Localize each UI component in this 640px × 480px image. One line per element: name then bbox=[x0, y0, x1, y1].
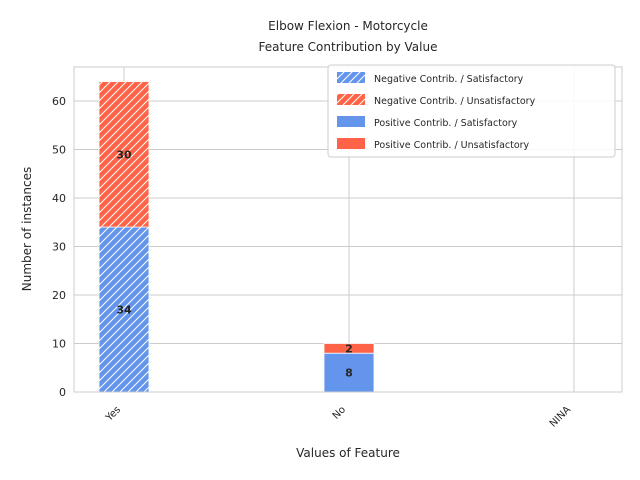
chart-subtitle: Feature Contribution by Value bbox=[259, 40, 438, 54]
x-tick-label: No bbox=[331, 404, 348, 421]
bars bbox=[98, 81, 375, 393]
y-tick-label: 40 bbox=[52, 192, 66, 205]
bar-hatch bbox=[99, 227, 149, 392]
y-tick-label: 60 bbox=[52, 95, 66, 108]
bar-value-label: 8 bbox=[345, 367, 353, 380]
bar-hatch bbox=[99, 81, 149, 228]
x-tick-labels: Yes No NINA bbox=[103, 404, 573, 429]
legend-item: Negative Contrib. / Unsatisfactory bbox=[337, 94, 536, 107]
legend-swatch-hatch bbox=[337, 72, 365, 83]
legend-label: Positive Contrib. / Satisfactory bbox=[374, 118, 518, 129]
y-tick-label: 0 bbox=[59, 386, 66, 399]
legend-item: Negative Contrib. / Satisfactory bbox=[337, 72, 524, 85]
y-tick-label: 30 bbox=[52, 240, 66, 253]
legend-label: Negative Contrib. / Satisfactory bbox=[374, 74, 524, 85]
legend-swatch-hatch bbox=[337, 94, 365, 105]
bar-segment bbox=[323, 352, 375, 393]
legend-item: Positive Contrib. / Satisfactory bbox=[337, 116, 518, 129]
x-axis-label: Values of Feature bbox=[296, 446, 400, 460]
bar-segment bbox=[98, 226, 150, 393]
y-tick-label: 50 bbox=[52, 143, 66, 156]
legend-frame bbox=[327, 64, 616, 158]
legend: Negative Contrib. / Satisfactory Negative… bbox=[327, 64, 616, 158]
legend-label: Negative Contrib. / Unsatisfactory bbox=[374, 96, 536, 107]
bar-segment bbox=[323, 343, 375, 354]
legend-swatch bbox=[337, 138, 365, 149]
bar-value-label: 2 bbox=[345, 342, 353, 355]
x-tick-label: NINA bbox=[548, 404, 573, 429]
legend-swatch bbox=[337, 116, 365, 127]
bar bbox=[323, 343, 375, 354]
x-tick-label: Yes bbox=[103, 404, 123, 424]
bar-value-label: 34 bbox=[116, 304, 132, 317]
bar-value-label: 30 bbox=[116, 148, 132, 161]
y-tick-label: 10 bbox=[52, 337, 66, 350]
legend-item: Positive Contrib. / Unsatisfactory bbox=[337, 138, 530, 151]
legend-label: Positive Contrib. / Unsatisfactory bbox=[374, 140, 530, 151]
y-axis-label: Number of instances bbox=[20, 167, 34, 292]
y-tick-labels: 0 10 20 30 40 50 60 bbox=[52, 95, 66, 399]
bar bbox=[323, 352, 375, 393]
bar-labels: 34 30 8 2 bbox=[116, 148, 352, 379]
bar-segment bbox=[98, 81, 150, 228]
y-tick-label: 20 bbox=[52, 289, 66, 302]
chart-title: Elbow Flexion - Motorcycle bbox=[268, 19, 428, 33]
